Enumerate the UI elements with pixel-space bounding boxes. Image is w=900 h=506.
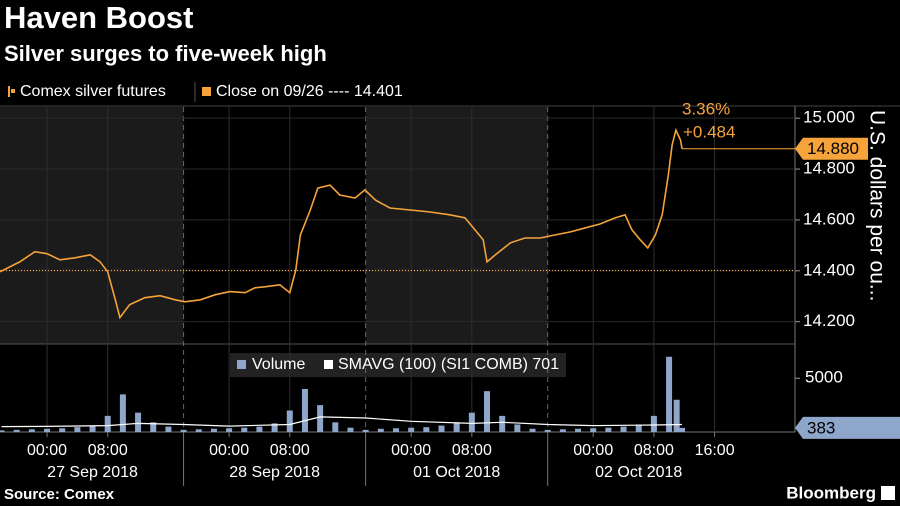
date-label: 01 Oct 2018 — [413, 464, 500, 481]
volume-bar — [423, 427, 430, 432]
volume-bar — [678, 427, 685, 432]
volume-bar — [28, 429, 35, 432]
x-tick-label: 08:00 — [270, 442, 310, 459]
y-tick-label: 14.800 — [803, 159, 855, 178]
x-tick-label: 00:00 — [573, 442, 613, 459]
volume-bar — [195, 429, 202, 432]
volume-bar — [514, 424, 521, 432]
volume-bar — [317, 405, 324, 432]
volume-bar — [484, 391, 491, 432]
volume-bar — [150, 422, 157, 432]
y-tick-label: 15.000 — [803, 108, 855, 127]
x-tick-label: 00:00 — [27, 442, 67, 459]
last-volume-box — [795, 416, 900, 439]
volume-bar — [165, 426, 172, 432]
volume-bar — [226, 428, 233, 432]
x-tick-label: 16:00 — [695, 442, 735, 459]
x-tick-label: 08:00 — [634, 442, 674, 459]
volume-bar — [438, 425, 445, 432]
change-pct: 3.36% — [682, 99, 730, 118]
volume-bar — [241, 427, 248, 432]
legend-label: Volume — [252, 356, 305, 373]
change-abs: +0.484 — [683, 122, 735, 141]
y-tick-label: 14.600 — [803, 209, 855, 228]
volume-bar — [347, 427, 354, 432]
chart-subtitle: Silver surges to five-week high — [4, 41, 327, 66]
volume-bar — [332, 422, 339, 432]
last-value-label: 14.880 — [807, 139, 859, 158]
volume-bar — [210, 428, 217, 432]
smavg-line — [1, 416, 683, 428]
legend-label: SMAVG (100) (SI1 COMB) 701 — [338, 356, 559, 373]
legend-swatch — [237, 360, 246, 369]
legend-box — [230, 353, 566, 377]
volume-bar — [408, 427, 415, 432]
last-volume-label: 383 — [807, 418, 835, 437]
y-tick-label: 5000 — [805, 368, 843, 387]
brand-icon — [881, 486, 895, 500]
volume-bar — [673, 399, 680, 432]
date-label: 02 Oct 2018 — [595, 464, 682, 481]
volume-bar — [529, 428, 536, 432]
x-tick-label: 08:00 — [452, 442, 492, 459]
volume-bar — [286, 410, 293, 432]
volume-bar — [666, 356, 673, 432]
volume-bar — [453, 422, 460, 432]
volume-bar — [650, 415, 657, 432]
volume-bar — [499, 415, 506, 432]
volume-bar — [544, 429, 551, 432]
volume-bar — [271, 423, 278, 432]
volume-bar — [104, 415, 111, 432]
volume-bar — [605, 427, 612, 432]
volume-bar — [119, 394, 126, 432]
y-axis-title: U.S. dollars per ou... — [865, 110, 888, 301]
source: Source: Comex — [4, 486, 115, 503]
last-value-box — [795, 137, 868, 160]
volume-bar — [590, 428, 597, 432]
volume-bar — [468, 412, 475, 432]
volume-bar — [635, 424, 642, 432]
volume-bar — [377, 428, 384, 432]
volume-bar — [392, 428, 399, 432]
volume-bar — [180, 429, 187, 432]
legend-swatch — [324, 360, 333, 369]
volume-bar — [559, 429, 566, 432]
x-tick-label: 00:00 — [209, 442, 249, 459]
x-tick-label: 08:00 — [88, 442, 128, 459]
volume-bar — [59, 428, 66, 432]
legend-swatch — [202, 87, 211, 96]
volume-bar — [620, 426, 627, 432]
volume-bar — [256, 426, 263, 432]
volume-bar — [44, 428, 51, 432]
y-tick-label: 14.400 — [803, 260, 855, 279]
volume-bar — [13, 429, 20, 432]
volume-bar — [0, 430, 5, 432]
date-label: 27 Sep 2018 — [47, 464, 138, 481]
chart-title: Haven Boost — [4, 0, 193, 35]
volume-bar — [362, 429, 369, 432]
volume-bar — [89, 425, 96, 432]
legend-label: Comex silver futures — [20, 83, 166, 100]
y-tick-label: 14.200 — [803, 311, 855, 330]
volume-bar — [301, 389, 308, 432]
session-shade — [0, 107, 184, 344]
volume-bar — [135, 412, 142, 432]
session-shade — [365, 107, 548, 344]
price-line — [0, 127, 683, 320]
legend-label: Close on 09/26 ---- 14.401 — [216, 83, 403, 100]
volume-bar — [74, 427, 81, 432]
volume-bar — [575, 428, 582, 432]
legend-swatch — [11, 89, 15, 93]
brand: Bloomberg — [786, 483, 876, 502]
date-label: 28 Sep 2018 — [229, 464, 320, 481]
x-tick-label: 00:00 — [391, 442, 431, 459]
